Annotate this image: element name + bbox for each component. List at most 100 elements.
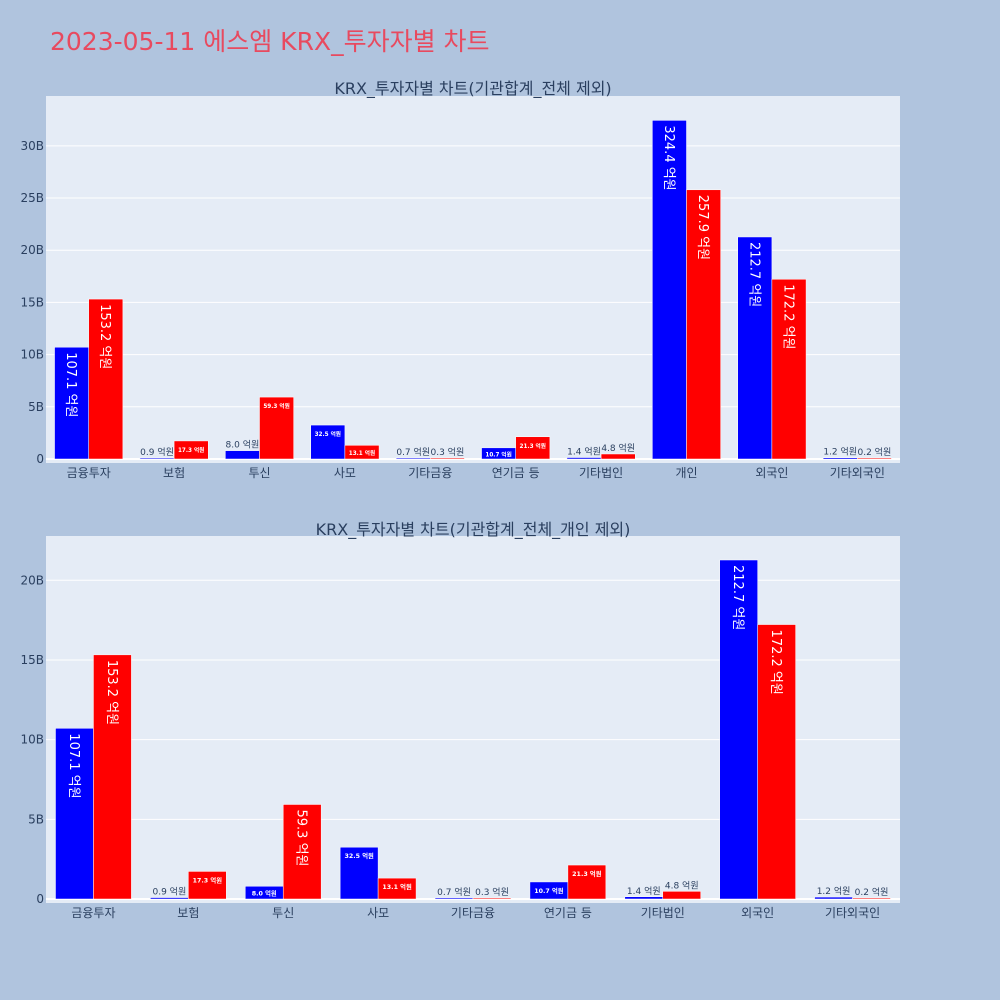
bar[interactable] [150,897,189,900]
bar[interactable] [515,436,551,460]
y-tick-label: 25B [20,191,44,205]
bar-label: 8.0 억원 [252,889,277,898]
bar-label: 1.2 억원 [823,446,857,458]
bar[interactable] [719,559,758,900]
bar[interactable] [600,453,636,460]
bar-label: 153.2 억원 [97,304,112,369]
bar-label: 0.2 억원 [855,886,889,898]
bar-label: 59.3 억원 [263,402,289,410]
bar-label: 8.0 억원 [226,439,260,451]
x-tick-label: 기타외국인 [830,466,885,480]
bar-label: 32.5 억원 [344,851,374,860]
bar-label: 59.3 억원 [294,809,309,866]
bar[interactable] [737,236,773,460]
y-tick-label: 0 [36,452,44,466]
bar[interactable] [344,445,380,460]
x-tick-label: 기타법인 [641,906,685,920]
bar[interactable] [54,346,89,460]
y-tick-label: 10B [20,733,44,747]
bar-label: 0.3 억원 [475,886,509,898]
bar[interactable] [188,871,227,900]
bar-label: 257.9 억원 [695,195,710,260]
x-tick-label: 기타외국인 [825,906,880,920]
x-tick-label: 보험 [177,906,199,920]
x-tick-label: 금융투자 [67,466,111,480]
x-tick-label: 투신 [272,906,294,920]
bar[interactable] [310,424,346,460]
bar[interactable] [259,396,294,460]
bar[interactable] [377,877,417,900]
bar[interactable] [88,298,124,460]
bar[interactable] [686,189,721,460]
bar-label: 172.2 억원 [768,630,783,695]
bar-label: 17.3 억원 [178,446,204,454]
bar-label: 4.8 억원 [665,879,699,891]
bar-label: 212.7 억원 [746,242,761,307]
bar-label: 324.4 억원 [661,125,676,190]
bar[interactable] [771,278,807,460]
bar[interactable] [93,654,132,900]
y-tick-label: 5B [28,812,44,826]
bar-label: 10.7 억원 [534,886,564,895]
bar[interactable] [139,457,175,460]
bar-label: 0.9 억원 [140,446,174,458]
y-tick-label: 20B [20,243,44,257]
bar[interactable] [282,804,322,900]
y-tick-label: 15B [20,653,44,667]
bar[interactable] [430,457,465,460]
y-tick-label: 15B [20,295,44,309]
bar-label: 1.2 억원 [817,885,851,897]
bar[interactable] [339,846,379,900]
bar-label: 10.7 억원 [485,450,511,458]
x-tick-label: 금융투자 [71,906,115,920]
y-tick-label: 5B [28,400,44,414]
bar[interactable] [566,457,602,460]
bar-label: 21.3 억원 [520,442,546,450]
bar[interactable] [434,897,474,900]
bar-label: 4.8 억원 [601,442,635,454]
bar[interactable] [857,457,892,460]
y-tick-label: 0 [36,892,44,906]
bar[interactable] [757,624,796,900]
bar[interactable] [395,457,431,460]
x-tick-label: 외국인 [755,466,788,480]
bar-label: 21.3 억원 [572,869,602,878]
bar-label: 0.7 억원 [437,886,471,898]
bar[interactable] [55,728,94,900]
x-tick-label: 기타금융 [408,466,452,480]
x-tick-label: 투신 [248,466,270,480]
x-tick-label: 연기금 등 [544,906,592,920]
bar-label: 212.7 억원 [730,565,745,630]
bar[interactable] [225,450,260,460]
x-tick-label: 연기금 등 [492,466,540,480]
x-tick-label: 개인 [675,466,697,480]
bar[interactable] [852,897,891,900]
y-tick-label: 30B [20,139,44,153]
bar[interactable] [822,457,858,460]
chart-bottom: KRX_투자자별 차트(기관합계_전체_개인 제외) 0 5B 10B 15B 20B 금융… [20,520,900,920]
bar-label: 13.1 억원 [349,449,375,457]
y-tick-label: 10B [20,348,44,362]
bar-label: 0.9 억원 [152,886,186,898]
bar[interactable] [472,897,512,900]
bar[interactable] [652,120,687,460]
bar-label: 107.1 억원 [63,352,78,417]
x-tick-label: 보험 [163,466,185,480]
x-tick-label: 사모 [334,466,356,480]
bar-label: 32.5 억원 [315,430,341,438]
bar-label: 1.4 억원 [567,446,601,458]
bar[interactable] [624,896,664,900]
bar-label: 13.1 억원 [382,882,412,891]
chart-title: KRX_투자자별 차트(기관합계_전체 제외) [334,79,611,99]
x-tick-label: 기타법인 [579,466,623,480]
bar[interactable] [814,896,853,900]
bar[interactable] [567,864,607,900]
x-tick-label: 사모 [367,906,389,920]
y-tick-label: 20B [20,573,44,587]
bar-label: 172.2 억원 [780,284,795,349]
bar[interactable] [173,440,209,460]
bar[interactable] [662,891,701,900]
bar-label: 153.2 억원 [104,660,119,725]
x-tick-label: 외국인 [741,906,774,920]
